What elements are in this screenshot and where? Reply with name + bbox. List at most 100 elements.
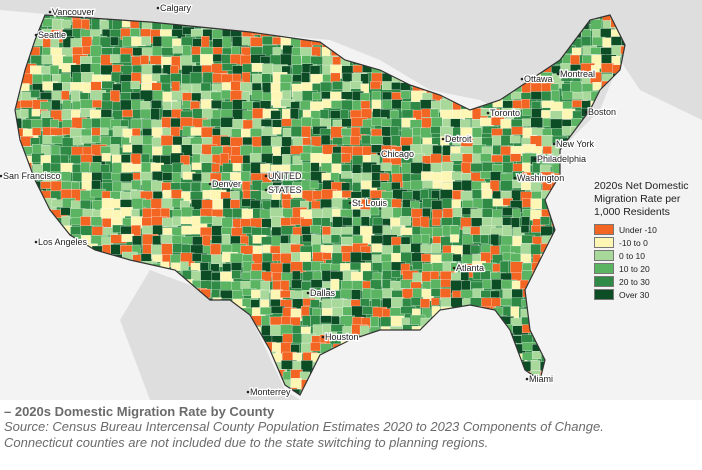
county [19,109,29,119]
county [341,153,351,163]
county [450,234,459,243]
county [240,171,251,182]
county [262,244,272,253]
county [301,117,313,127]
county [360,216,370,227]
county [70,90,80,103]
county [172,216,181,226]
county [371,243,383,253]
county [131,180,141,190]
county [272,280,282,290]
county [409,101,422,112]
county [290,290,304,299]
county [431,217,441,226]
county [230,191,240,200]
legend-title: 2020s Net Domestic Migration Rate per 1,… [594,180,689,218]
county [230,199,241,209]
county [499,260,509,274]
county [380,162,392,171]
county [249,153,262,163]
county [400,227,413,236]
city-label: Houston [325,332,359,342]
city-dot [452,266,456,270]
county [240,281,252,289]
county [360,108,372,119]
county [350,81,363,89]
county [110,36,119,46]
county [242,163,253,173]
county [432,181,443,189]
county [191,54,202,63]
county [471,189,482,199]
county [81,235,91,244]
legend-items: Under -10 -10 to 0 0 to 10 10 to 20 20 to 30… [594,223,702,301]
county [399,216,411,226]
county [101,153,111,162]
legend-label: Under -10 [619,224,657,235]
county [222,198,232,210]
county [101,171,112,180]
county [179,182,191,192]
county [90,81,102,92]
county [152,90,164,101]
county [480,270,491,280]
county [300,251,311,263]
county [331,163,342,174]
county [481,188,492,200]
county [532,162,542,174]
county [382,91,393,100]
legend-item: 10 to 20 [594,262,702,275]
county [322,252,332,260]
county [151,100,162,109]
county [271,170,282,182]
county [282,154,291,165]
county [232,73,242,82]
county [600,47,613,56]
county [91,18,100,31]
city-dot [208,182,212,186]
county [340,226,355,235]
county [100,127,109,136]
county [311,234,322,246]
city-dot [156,6,160,10]
county [259,307,273,315]
city-dot [348,201,352,205]
county [562,91,574,100]
county [391,270,401,279]
county [222,263,232,272]
county [202,234,211,247]
county [312,308,322,317]
county [260,299,270,308]
county [270,110,282,120]
county [109,29,122,38]
county [330,234,341,244]
county [220,127,233,137]
county [130,80,140,90]
county [42,15,52,19]
county [61,90,70,100]
county [332,307,345,318]
county [160,135,174,147]
city-dot [48,10,52,14]
county [309,180,319,189]
county [500,244,513,254]
county [320,154,333,164]
county [40,181,52,189]
county [50,145,60,156]
county [452,207,463,218]
county [361,252,373,261]
county [120,207,133,217]
county [372,254,382,264]
county [482,279,492,289]
county [431,243,441,254]
county [280,53,292,66]
legend-item: 20 to 30 [594,275,702,288]
county [201,254,212,263]
county [370,316,379,327]
city-label: Toronto [490,108,520,118]
county [320,134,331,146]
city-label: Montreal [560,69,595,79]
county [532,146,543,155]
city-label: Ottawa [524,74,553,84]
county [471,217,484,227]
